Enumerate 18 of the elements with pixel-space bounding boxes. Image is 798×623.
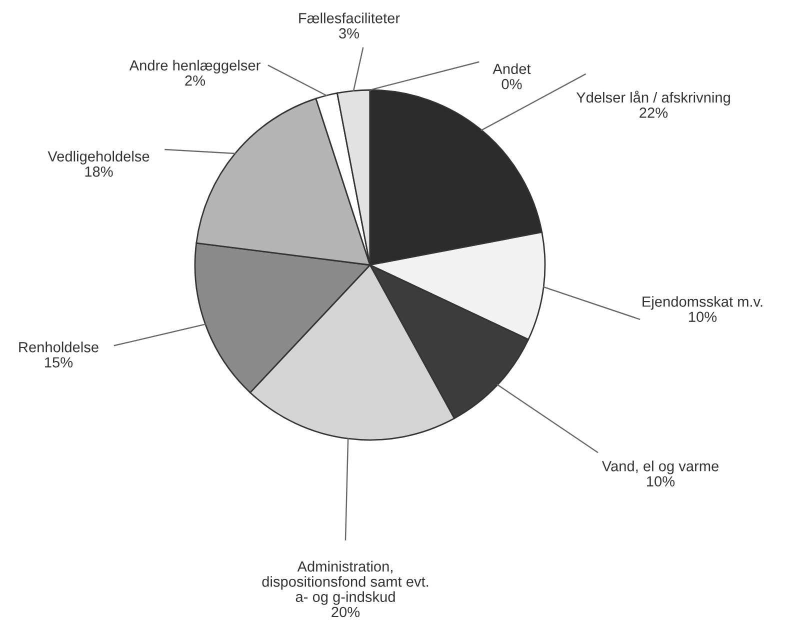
slice-label: Andre henlæggelser <box>129 60 260 74</box>
data-label: 2% <box>185 75 206 86</box>
slice-label: Ejendomsskat m.v. <box>642 296 762 310</box>
slice-label: Ydelser lån / afskrivning <box>576 90 730 106</box>
slice-label: Administration, dispositionsfond samt evt. a- og g-indskud <box>262 560 428 605</box>
slice-label: Vedligeholdelse <box>48 150 150 164</box>
data-label: 10% <box>689 312 717 322</box>
slice-label: Renholdelse <box>19 342 98 352</box>
data-label: 15% <box>45 357 73 368</box>
data-label: 3% <box>339 28 360 39</box>
slice-label: Fællesfaciliteter <box>299 12 400 24</box>
data-label: 20% <box>332 606 360 618</box>
text: 0% <box>502 78 522 90</box>
data-label: 18% <box>85 166 113 177</box>
data-label: 22% <box>640 108 668 118</box>
category-label: Andet <box>492 63 531 74</box>
data-label: 10% <box>647 476 675 487</box>
slice-label: Vand, el og varme <box>602 460 718 474</box>
